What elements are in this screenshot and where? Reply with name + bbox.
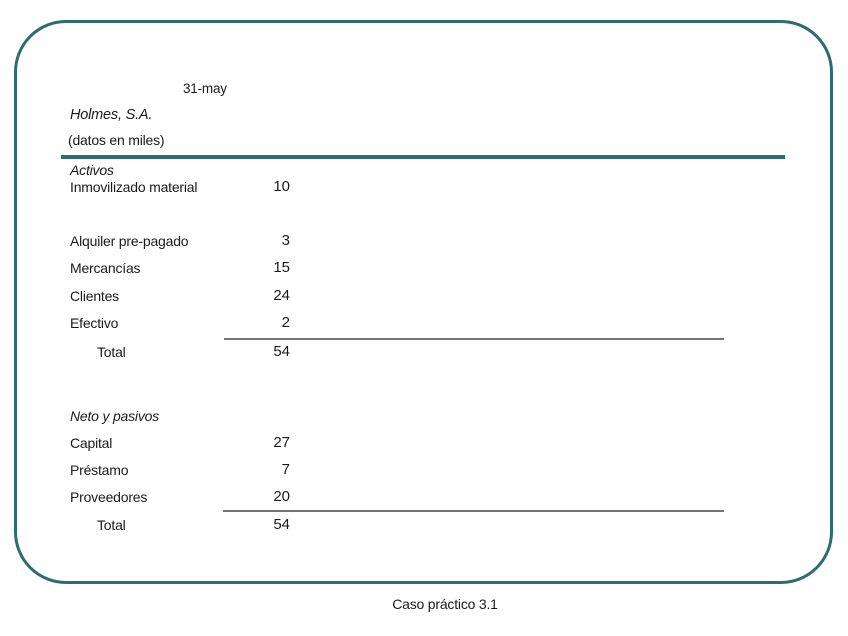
table-row: Mercancías 15 [70, 259, 290, 277]
table-row: Préstamo 7 [70, 461, 290, 479]
assets-section-title: Activos [70, 162, 114, 178]
row-value: 7 [281, 461, 290, 478]
liabilities-total-rule [223, 510, 724, 512]
total-label: Total [97, 517, 126, 533]
total-label: Total [97, 344, 126, 360]
table-row: Alquiler pre-pagado 3 [70, 232, 290, 250]
total-value: 54 [273, 343, 290, 360]
table-row: Efectivo 2 [70, 314, 290, 332]
date-header: 31-may [183, 81, 227, 96]
total-value: 54 [273, 516, 290, 533]
row-value: 20 [273, 488, 290, 505]
table-total-row: Total 54 [70, 516, 290, 534]
assets-total-rule [224, 338, 724, 340]
row-value: 2 [281, 314, 290, 331]
row-label: Capital [70, 435, 113, 451]
slide-border-frame [14, 20, 833, 584]
header-divider-rule [61, 155, 785, 159]
row-value: 24 [273, 287, 290, 304]
table-row: Proveedores 20 [70, 488, 290, 506]
table-total-row: Total 54 [70, 343, 290, 361]
table-row: Clientes 24 [70, 287, 290, 305]
row-label: Clientes [70, 288, 119, 304]
row-label: Proveedores [70, 489, 148, 505]
row-label: Préstamo [70, 462, 129, 478]
row-label: Inmovilizado material [70, 179, 198, 195]
units-note: (datos en miles) [68, 132, 165, 148]
company-name: Holmes, S.A. [70, 107, 153, 123]
table-row: Inmovilizado material 10 [70, 178, 290, 196]
row-label: Mercancías [70, 260, 141, 276]
table-row: Capital 27 [70, 434, 290, 452]
row-label: Efectivo [70, 315, 119, 331]
row-value: 27 [273, 434, 290, 451]
row-value: 10 [273, 178, 290, 195]
row-value: 15 [273, 259, 290, 276]
row-label: Alquiler pre-pagado [70, 233, 189, 249]
slide-caption: Caso práctico 3.1 [392, 596, 498, 612]
liabilities-section-title: Neto y pasivos [70, 408, 160, 424]
row-value: 3 [281, 232, 290, 249]
